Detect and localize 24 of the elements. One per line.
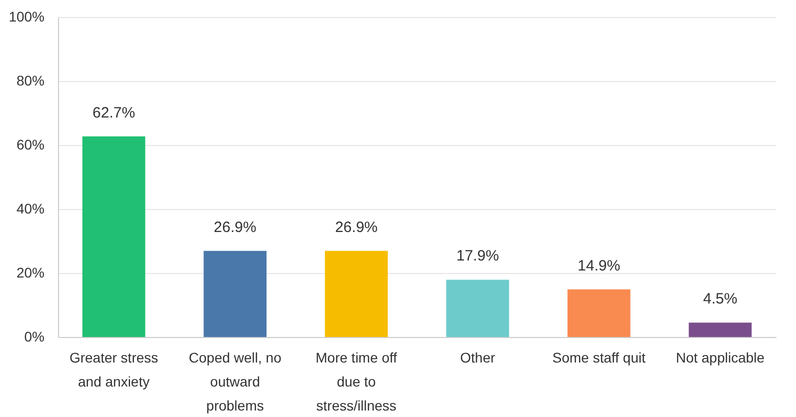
y-tick-label: 20%: [16, 264, 44, 280]
y-tick-label: 100%: [8, 8, 44, 24]
y-tick-label: 40%: [16, 200, 44, 216]
bar: [82, 136, 146, 337]
data-label: 4.5%: [703, 290, 738, 308]
bar: [324, 250, 388, 337]
bar: [567, 289, 630, 337]
y-tick-label: 0%: [24, 328, 44, 344]
bar: [446, 280, 510, 337]
data-label: 26.9%: [214, 218, 256, 236]
x-tick-label: Other: [460, 350, 496, 366]
x-tick-label: Coped well, no outward problems: [188, 350, 282, 414]
y-tick-label: 60%: [16, 136, 44, 152]
data-label: 62.7%: [92, 104, 136, 122]
x-tick-label: More time off due to stress/illness: [316, 350, 398, 414]
data-label: 26.9%: [335, 218, 378, 236]
bar: [204, 250, 267, 337]
x-tick-label: Some staff quit: [552, 350, 646, 366]
x-tick-label: Not applicable: [676, 350, 765, 366]
x-tick-label: Greater stress and anxiety: [69, 350, 158, 390]
bar: [688, 322, 752, 337]
data-label: 17.9%: [456, 248, 499, 265]
y-tick-label: 80%: [16, 72, 44, 88]
data-label: 14.9%: [578, 257, 620, 274]
